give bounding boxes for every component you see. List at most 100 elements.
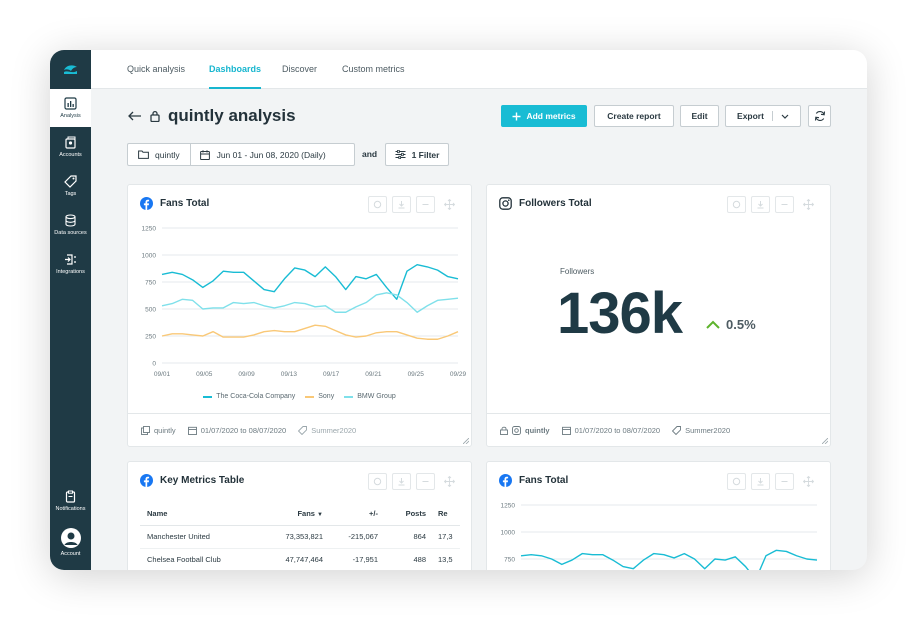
- date-range-selector[interactable]: Jun 01 - Jun 08, 2020 (Daily): [191, 144, 335, 165]
- cell-re: 17,3: [438, 525, 460, 549]
- more-icon[interactable]: [775, 196, 794, 213]
- create-report-button[interactable]: Create report: [594, 105, 674, 127]
- footer-date[interactable]: 01/07/2020 to 08/07/2020: [561, 426, 660, 435]
- fans-total-chart: 1250 1000 750 500 250 0 09/01 09/05 09/09 09/13 09…: [142, 226, 467, 379]
- column-header[interactable]: Re: [438, 502, 460, 526]
- move-icon[interactable]: [440, 196, 459, 213]
- trend-up-icon: [706, 320, 720, 329]
- download-icon[interactable]: [392, 196, 411, 213]
- more-icon[interactable]: [775, 473, 794, 490]
- group-date-selector: quintly Jun 01 - Jun 08, 2020 (Daily): [127, 143, 355, 166]
- tab-discover[interactable]: Discover: [282, 64, 318, 74]
- column-header-label: Fans: [297, 508, 315, 518]
- sidebar-item-tags[interactable]: Tags: [50, 167, 91, 205]
- move-icon[interactable]: [799, 473, 818, 490]
- fans-total-card: Fans Total 1250 1000 750 500 250 0 09/01 09/05 0…: [127, 184, 472, 447]
- kpi-change-value: 0.5%: [726, 317, 756, 332]
- download-icon[interactable]: [392, 473, 411, 490]
- more-icon[interactable]: [416, 196, 435, 213]
- edit-button[interactable]: Edit: [680, 105, 719, 127]
- kpi-label: Followers: [560, 267, 595, 276]
- sidebar-item-accounts[interactable]: Accounts: [50, 128, 91, 166]
- tab-dashboards[interactable]: Dashboards: [209, 50, 262, 89]
- refresh-icon[interactable]: [368, 473, 387, 490]
- card-toolbar: [727, 196, 818, 213]
- key-metrics-table: Name Fans ▼ +/- Posts Re Manchester Unit…: [140, 502, 460, 570]
- move-icon[interactable]: [440, 473, 459, 490]
- calendar-icon: [187, 426, 197, 435]
- refresh-icon[interactable]: [727, 473, 746, 490]
- legend-item[interactable]: BMW Group: [344, 393, 396, 400]
- logo-icon[interactable]: [50, 50, 91, 88]
- cell-change: -17,951: [335, 548, 390, 570]
- footer-tag[interactable]: Summer2020: [298, 426, 356, 435]
- refresh-icon: [814, 111, 825, 121]
- y-tick-label: 750: [504, 557, 515, 564]
- legend-label: Sony: [318, 393, 335, 400]
- sidebar-item-label: Analysis: [60, 113, 81, 119]
- cell-fans: 73,353,821: [260, 525, 335, 549]
- column-header[interactable]: +/-: [335, 502, 390, 526]
- cell-fans: 47,747,464: [260, 548, 335, 570]
- lock-icon: [150, 110, 160, 122]
- footer-group[interactable]: quintly: [141, 426, 176, 435]
- table-row[interactable]: Chelsea Football Club 47,747,464 -17,951…: [140, 548, 460, 570]
- key-metrics-card: Key Metrics Table Name Fans ▼ +/- Posts …: [127, 461, 472, 570]
- sidebar-item-label: Data sources: [54, 230, 87, 236]
- resize-handle-icon[interactable]: [463, 438, 469, 444]
- column-header[interactable]: Name: [140, 502, 260, 526]
- legend-item[interactable]: Sony: [305, 393, 334, 400]
- resize-handle-icon[interactable]: [822, 438, 828, 444]
- sidebar-item-analysis[interactable]: Analysis: [50, 89, 91, 127]
- sidebar-item-label: Accounts: [59, 152, 82, 158]
- sliders-icon: [395, 150, 406, 159]
- column-header-sorted[interactable]: Fans ▼: [260, 502, 335, 526]
- tag-icon: [672, 425, 682, 435]
- footer-date[interactable]: 01/07/2020 to 08/07/2020: [187, 426, 286, 435]
- tab-custom-metrics[interactable]: Custom metrics: [342, 64, 405, 74]
- card-footer: quintly 01/07/2020 to 08/07/2020 Summer2…: [487, 413, 830, 446]
- export-button[interactable]: Export: [725, 105, 801, 127]
- accounts-icon: [65, 136, 76, 149]
- group-selector[interactable]: quintly: [128, 144, 191, 165]
- sidebar-item-label: Tags: [64, 191, 77, 197]
- database-icon: [65, 214, 76, 227]
- y-tick-label: 1000: [501, 530, 516, 537]
- filter-button[interactable]: 1 Filter: [385, 143, 449, 166]
- sidebar-item-integrations[interactable]: Integrations: [50, 245, 91, 283]
- footer-tag[interactable]: Summer2020: [672, 426, 730, 435]
- cell-name: Manchester United: [140, 525, 260, 549]
- series-line-2: [161, 292, 459, 313]
- footer-group[interactable]: quintly: [500, 426, 550, 435]
- refresh-icon[interactable]: [727, 196, 746, 213]
- integrations-icon: [65, 254, 76, 265]
- legend-swatch: [305, 395, 315, 398]
- date-range-label: Jun 01 - Jun 08, 2020 (Daily): [216, 149, 326, 160]
- legend-item[interactable]: The Coca-Cola Company: [203, 393, 295, 400]
- tab-quick-analysis[interactable]: Quick analysis: [127, 64, 186, 74]
- y-tick-label: 500: [145, 307, 156, 314]
- sidebar-item-data-sources[interactable]: Data sources: [50, 206, 91, 244]
- move-icon[interactable]: [799, 196, 818, 213]
- more-icon[interactable]: [416, 473, 435, 490]
- refresh-button[interactable]: [808, 105, 831, 127]
- x-tick-label: 09/09: [238, 371, 255, 378]
- group-label: quintly: [155, 149, 180, 160]
- sidebar-item-label: Account: [60, 550, 81, 557]
- chart-legend: The Coca-Cola Company Sony BMW Group: [128, 393, 471, 400]
- card-title-text: Key Metrics Table: [160, 475, 245, 486]
- column-header[interactable]: Posts: [390, 502, 438, 526]
- table-row[interactable]: Manchester United 73,353,821 -215,067 86…: [140, 525, 460, 549]
- refresh-icon[interactable]: [368, 196, 387, 213]
- back-arrow-icon[interactable]: [127, 111, 142, 121]
- series-line-0: [161, 264, 459, 300]
- sidebar-item-notifications[interactable]: Notifications: [50, 482, 91, 520]
- card-title-text: Followers Total: [519, 198, 592, 209]
- sidebar-item-account[interactable]: Account: [50, 520, 91, 564]
- page-header: quintly analysis: [127, 106, 296, 126]
- y-tick-label: 1250: [142, 226, 157, 233]
- download-icon[interactable]: [751, 196, 770, 213]
- download-icon[interactable]: [751, 473, 770, 490]
- add-metrics-button[interactable]: Add metrics: [501, 105, 587, 127]
- sidebar: Analysis Accounts Tags Data sources Inte…: [50, 50, 91, 570]
